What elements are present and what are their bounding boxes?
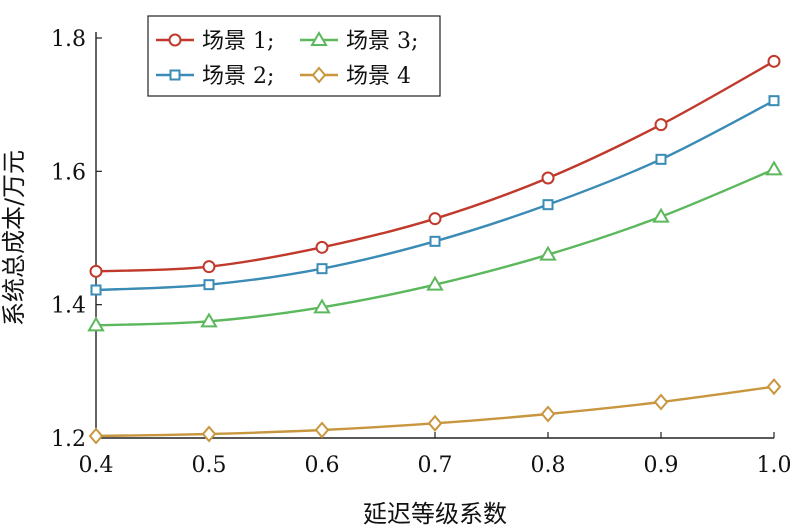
data-point: [766, 378, 782, 396]
data-point: [428, 212, 442, 226]
x-tick-label: 0.6: [305, 453, 340, 478]
data-point: [314, 421, 330, 439]
data-point: [87, 316, 105, 332]
legend-entry-3: 场景 3;: [300, 29, 418, 54]
legend-marker: [169, 69, 181, 81]
x-axis-title: 延迟等级系数: [363, 500, 507, 528]
data-point: [539, 245, 557, 261]
legend-entry-2: 场景 2;: [156, 64, 274, 89]
series-1: [89, 54, 781, 278]
legend-label: 场景 2;: [202, 64, 274, 89]
x-tick-label: 0.7: [418, 453, 453, 478]
legend-marker: [168, 33, 182, 47]
data-point: [313, 298, 331, 314]
data-point: [541, 171, 555, 185]
y-tick-label: 1.2: [51, 427, 86, 452]
data-point: [429, 235, 441, 247]
series-2: [90, 95, 780, 296]
series-line: [95, 99, 775, 292]
x-tick-label: 0.8: [531, 453, 566, 478]
legend: 场景 1; 场景 2; 场景 3; 场景 4: [147, 15, 441, 97]
series-4: [88, 378, 782, 445]
data-point: [540, 405, 556, 423]
legend-label: 场景 3;: [346, 29, 418, 54]
data-point: [653, 393, 669, 411]
x-tick-label: 1.0: [757, 453, 792, 478]
legend-marker: [310, 31, 328, 46]
data-point: [315, 240, 329, 254]
data-point: [426, 275, 444, 291]
data-point: [201, 425, 217, 443]
y-axis-title: 系统总成本/万元: [0, 150, 28, 326]
legend-marker: [311, 66, 327, 84]
data-point: [427, 414, 443, 432]
series-3: [87, 160, 783, 332]
series-line: [95, 168, 775, 327]
data-point: [654, 118, 668, 132]
y-tick-label: 1.6: [51, 160, 86, 185]
data-point: [655, 153, 667, 165]
legend-box: [147, 15, 441, 97]
data-point: [88, 427, 104, 445]
data-point: [90, 284, 102, 296]
data-point: [202, 260, 216, 274]
legend-entry-1: 场景 1;: [156, 29, 274, 54]
legend-entry-4: 场景 4: [300, 64, 411, 89]
x-tick-label: 0.4: [79, 453, 114, 478]
data-point: [542, 199, 554, 211]
data-point: [203, 279, 215, 291]
x-tick-label: 0.9: [644, 453, 679, 478]
data-point: [767, 54, 781, 68]
data-point: [768, 95, 780, 107]
x-tick-label: 0.5: [192, 453, 227, 478]
y-tick-label: 1.8: [51, 27, 86, 52]
data-point: [200, 312, 218, 328]
data-point: [652, 207, 670, 223]
legend-label: 场景 4: [346, 64, 411, 89]
data-point: [316, 263, 328, 275]
data-point: [89, 264, 103, 278]
axes: 0.4 0.5 0.6 0.7 0.8 0.9 1.0 1.2 1.4 1.6 1.8: [51, 27, 792, 478]
y-tick-label: 1.4: [51, 294, 86, 319]
data-point: [765, 160, 783, 176]
series-layer: [87, 54, 783, 445]
legend-label: 场景 1;: [202, 29, 274, 54]
